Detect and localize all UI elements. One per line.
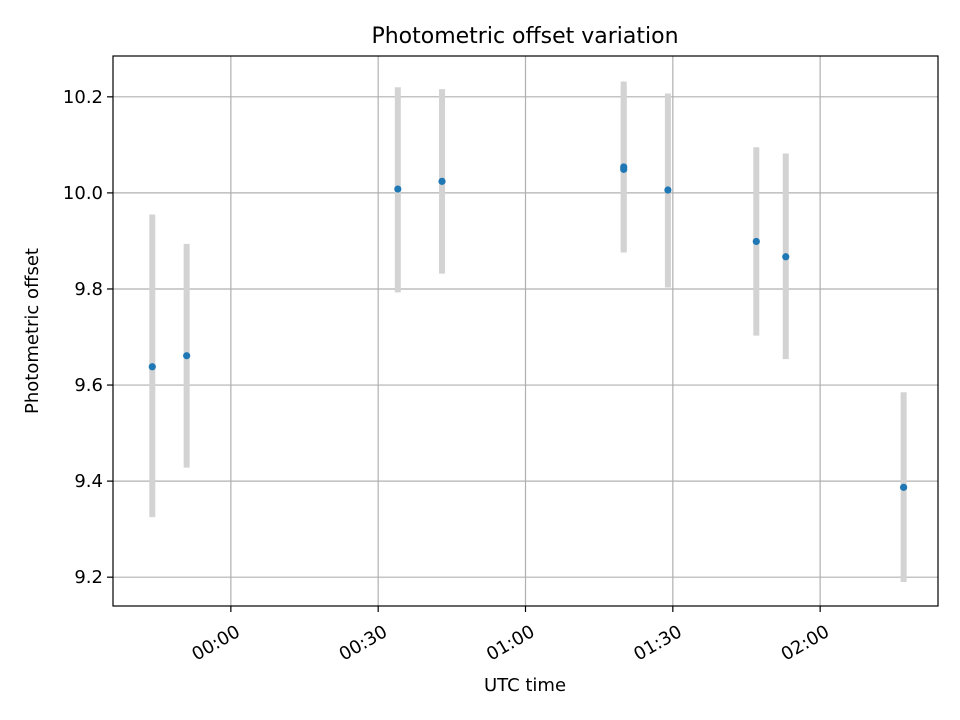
- y-axis-label: Photometric offset: [22, 248, 43, 414]
- data-point: [183, 352, 191, 360]
- data-point: [148, 363, 156, 371]
- data-point: [782, 253, 790, 261]
- y-tick-label: 9.4: [74, 471, 103, 492]
- data-point: [900, 483, 908, 491]
- x-axis-ticks: 00:00 00:30 01:00 01:30 02:00: [188, 606, 833, 665]
- x-tick-label: 02:00: [778, 621, 833, 665]
- data-points: [148, 163, 908, 491]
- x-tick-label: 01:30: [630, 621, 685, 665]
- y-tick-label: 9.8: [74, 279, 103, 300]
- y-tick-label: 9.2: [74, 567, 103, 588]
- chart-title: Photometric offset variation: [371, 24, 678, 49]
- y-axis-ticks: 9.2 9.4 9.6 9.8 10.0 10.2: [63, 87, 113, 588]
- error-bars: [149, 81, 907, 582]
- data-point: [394, 185, 402, 193]
- data-point: [620, 165, 628, 173]
- data-point: [664, 186, 672, 194]
- y-tick-label: 10.0: [63, 183, 103, 204]
- x-tick-label: 01:00: [483, 621, 538, 665]
- data-point: [438, 177, 446, 185]
- data-point: [752, 237, 760, 246]
- x-axis-label: UTC time: [484, 675, 566, 696]
- x-tick-label: 00:00: [188, 621, 243, 665]
- y-tick-label: 10.2: [63, 87, 103, 108]
- x-tick-label: 00:30: [336, 621, 391, 665]
- y-tick-label: 9.6: [74, 375, 103, 396]
- grid: [113, 56, 938, 606]
